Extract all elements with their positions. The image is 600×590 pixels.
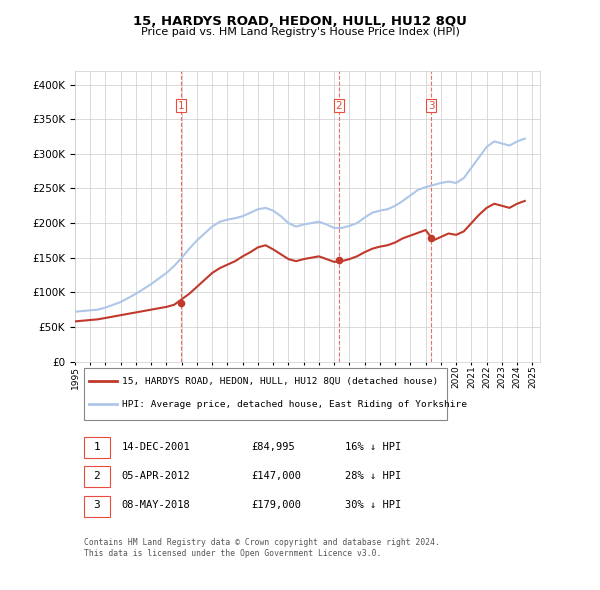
FancyBboxPatch shape [84,466,110,487]
Text: £147,000: £147,000 [252,471,302,481]
Text: 15, HARDYS ROAD, HEDON, HULL, HU12 8QU: 15, HARDYS ROAD, HEDON, HULL, HU12 8QU [133,15,467,28]
Text: 2: 2 [94,471,100,481]
FancyBboxPatch shape [84,368,447,421]
Point [427,233,436,242]
Text: 1: 1 [178,101,184,111]
FancyBboxPatch shape [84,437,110,458]
Point [334,255,343,264]
Text: 30% ↓ HPI: 30% ↓ HPI [344,500,401,510]
Text: £179,000: £179,000 [252,500,302,510]
Text: 2: 2 [335,101,342,111]
Text: Contains HM Land Registry data © Crown copyright and database right 2024.
This d: Contains HM Land Registry data © Crown c… [84,538,440,558]
Text: 16% ↓ HPI: 16% ↓ HPI [344,441,401,451]
Text: 08-MAY-2018: 08-MAY-2018 [121,500,190,510]
Text: Price paid vs. HM Land Registry's House Price Index (HPI): Price paid vs. HM Land Registry's House … [140,27,460,37]
Text: 15, HARDYS ROAD, HEDON, HULL, HU12 8QU (detached house): 15, HARDYS ROAD, HEDON, HULL, HU12 8QU (… [121,376,438,386]
Text: 3: 3 [428,101,434,111]
Text: 14-DEC-2001: 14-DEC-2001 [121,441,190,451]
Text: HPI: Average price, detached house, East Riding of Yorkshire: HPI: Average price, detached house, East… [121,399,467,408]
Point [176,298,186,307]
Text: 05-APR-2012: 05-APR-2012 [121,471,190,481]
Text: £84,995: £84,995 [252,441,295,451]
Text: 28% ↓ HPI: 28% ↓ HPI [344,471,401,481]
FancyBboxPatch shape [84,496,110,517]
Text: 1: 1 [94,441,100,451]
Text: 3: 3 [94,500,100,510]
